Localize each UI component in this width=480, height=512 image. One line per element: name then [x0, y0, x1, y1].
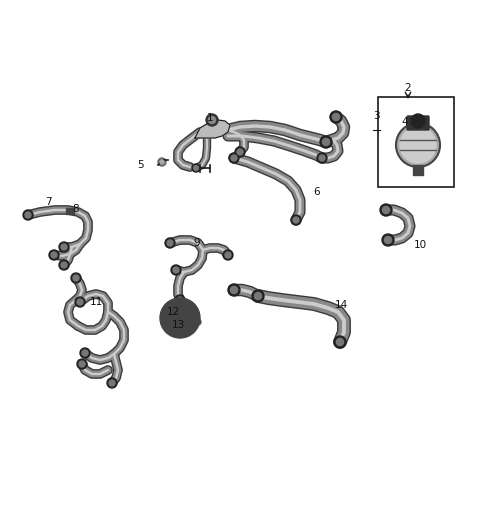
Text: 5: 5	[138, 160, 144, 170]
Circle shape	[170, 308, 190, 328]
Circle shape	[225, 252, 231, 258]
Text: 14: 14	[335, 300, 348, 310]
Text: 3: 3	[372, 111, 379, 121]
Bar	[378, 97, 454, 187]
Text: 10: 10	[413, 240, 427, 250]
Circle shape	[109, 380, 115, 386]
Circle shape	[384, 237, 392, 244]
Circle shape	[80, 348, 90, 358]
Circle shape	[49, 250, 59, 260]
Circle shape	[61, 262, 67, 268]
Circle shape	[71, 273, 81, 283]
Circle shape	[77, 359, 87, 369]
Circle shape	[380, 204, 392, 216]
Circle shape	[323, 138, 330, 145]
Circle shape	[411, 114, 425, 128]
Circle shape	[334, 336, 346, 348]
Circle shape	[167, 240, 173, 246]
Circle shape	[79, 361, 85, 367]
Circle shape	[291, 215, 301, 225]
Circle shape	[51, 252, 57, 258]
Circle shape	[195, 319, 201, 325]
Circle shape	[73, 275, 79, 281]
Circle shape	[382, 234, 394, 246]
Circle shape	[171, 265, 181, 275]
Circle shape	[223, 250, 233, 260]
Text: 8: 8	[72, 204, 79, 214]
Circle shape	[165, 238, 175, 248]
Circle shape	[383, 206, 390, 214]
Polygon shape	[195, 120, 230, 138]
Bar	[413, 165, 423, 175]
Circle shape	[320, 136, 332, 148]
Bar	[66, 208, 74, 214]
Circle shape	[332, 113, 340, 121]
Circle shape	[59, 260, 69, 270]
Circle shape	[235, 147, 245, 157]
Circle shape	[25, 212, 31, 218]
Circle shape	[173, 267, 179, 273]
Circle shape	[164, 302, 196, 334]
Text: 6: 6	[314, 187, 320, 197]
Circle shape	[175, 295, 185, 305]
Circle shape	[206, 114, 218, 126]
Text: 2: 2	[405, 83, 411, 93]
Circle shape	[192, 164, 200, 172]
Circle shape	[107, 378, 117, 388]
Circle shape	[160, 298, 200, 338]
Text: 7: 7	[45, 197, 51, 207]
Circle shape	[319, 155, 325, 161]
Circle shape	[252, 290, 264, 302]
Circle shape	[400, 127, 436, 163]
Circle shape	[229, 153, 239, 163]
Circle shape	[175, 313, 185, 323]
Circle shape	[293, 217, 299, 223]
Circle shape	[193, 165, 198, 170]
Text: 12: 12	[167, 307, 180, 317]
Circle shape	[254, 292, 262, 300]
Circle shape	[230, 286, 238, 293]
Text: 13: 13	[171, 320, 185, 330]
Circle shape	[61, 244, 67, 250]
Circle shape	[336, 338, 344, 346]
Circle shape	[158, 158, 166, 166]
Circle shape	[82, 350, 88, 356]
Circle shape	[396, 123, 440, 167]
Circle shape	[23, 210, 33, 220]
Circle shape	[228, 284, 240, 296]
Circle shape	[160, 160, 164, 164]
Circle shape	[75, 297, 85, 307]
Circle shape	[231, 155, 237, 161]
FancyBboxPatch shape	[407, 116, 429, 130]
Circle shape	[208, 117, 216, 123]
Circle shape	[77, 299, 83, 305]
Circle shape	[237, 149, 243, 155]
Circle shape	[330, 111, 342, 123]
Circle shape	[177, 297, 183, 303]
Text: 4: 4	[402, 117, 408, 127]
Text: 1: 1	[207, 113, 213, 123]
Circle shape	[317, 153, 327, 163]
Circle shape	[59, 242, 69, 252]
Text: 11: 11	[89, 297, 103, 307]
Text: 9: 9	[194, 238, 200, 248]
